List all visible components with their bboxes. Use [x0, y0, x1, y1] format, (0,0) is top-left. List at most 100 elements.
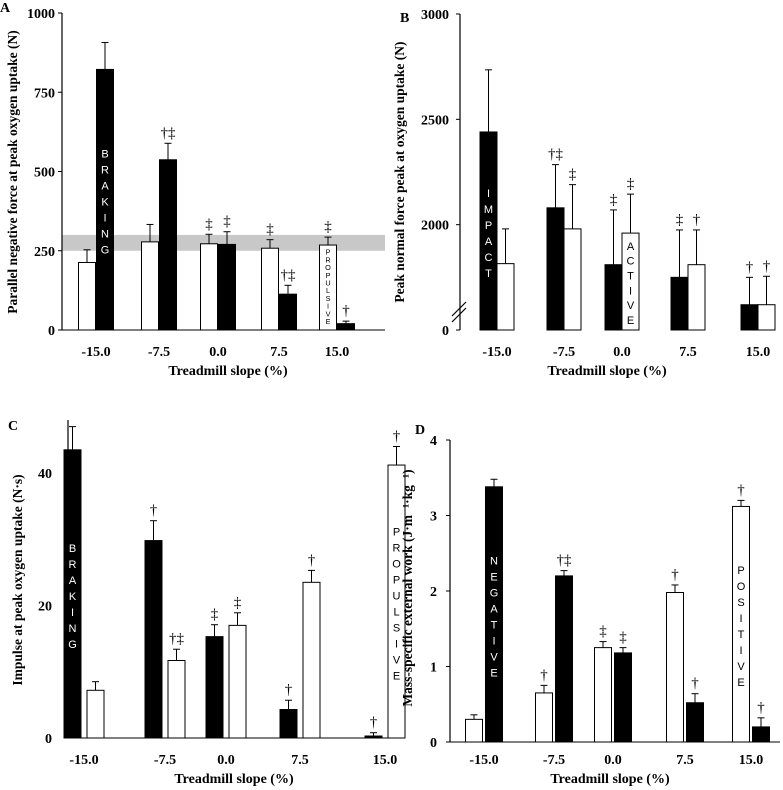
phase-letter: B	[101, 149, 108, 161]
significance-mark: †	[691, 676, 699, 692]
phase-letter: A	[627, 241, 635, 253]
phase-letter: P	[485, 220, 492, 232]
x-tick-label: -15.0	[69, 753, 98, 768]
phase-letter: L	[326, 286, 330, 295]
y-tick-label: 750	[34, 86, 55, 101]
bar-black	[159, 159, 177, 331]
phase-letter: C	[485, 252, 493, 264]
axis-break-mark	[451, 301, 467, 317]
bar-white	[687, 264, 706, 331]
significance-mark: ‡	[205, 216, 213, 232]
significance-mark: ‡	[324, 219, 332, 235]
phase-letter: V	[737, 661, 745, 673]
bar-white	[86, 689, 105, 739]
phase-letter: V	[393, 655, 401, 667]
phase-letter: T	[491, 619, 498, 631]
significance-mark: †	[746, 259, 754, 275]
phase-letter: S	[393, 623, 400, 635]
significance-mark: †‡	[281, 267, 297, 283]
y-axis-label: Peak normal force peak at oxygen uptake …	[392, 41, 407, 302]
y-tick-label: 4	[430, 434, 437, 449]
phase-letter: I	[629, 285, 632, 297]
y-tick-label: 20	[38, 600, 52, 615]
y-tick-label: 0	[45, 732, 52, 747]
y-tick-label: 2500	[421, 113, 449, 128]
bar-white	[302, 581, 321, 739]
y-axis-label: Parallel negative force at peak oxygen u…	[5, 30, 20, 314]
bar-white	[666, 592, 684, 743]
phase-letter: E	[490, 667, 497, 679]
phase-letter: E	[393, 671, 400, 683]
phase-letter: O	[737, 581, 746, 593]
x-tick-label: -7.5	[543, 753, 565, 768]
panel-letter: D	[415, 423, 425, 438]
bar-black	[670, 276, 689, 331]
bar-black	[144, 540, 163, 739]
bar-white	[757, 304, 776, 331]
x-axis-label: Treadmill slope (%)	[547, 364, 667, 379]
y-tick-label: 500	[34, 166, 55, 181]
significance-mark: ‡	[599, 624, 607, 640]
phase-letter: E	[326, 317, 331, 326]
phase-letter: O	[325, 263, 331, 272]
phase-letter: O	[392, 559, 401, 571]
bar-black	[279, 293, 297, 331]
bar-white	[563, 228, 582, 331]
bar-white	[200, 243, 218, 331]
x-tick-label: -15.0	[81, 345, 110, 360]
phase-letter: A	[69, 575, 77, 587]
phase-letter: T	[485, 268, 492, 280]
phase-letter: R	[69, 559, 77, 571]
phase-letter: P	[737, 565, 744, 577]
bar-white	[594, 647, 612, 743]
phase-letter: E	[627, 315, 634, 327]
phase-letter: I	[327, 302, 329, 311]
phase-letter: V	[627, 300, 635, 312]
x-axis-label: Treadmill slope (%)	[550, 772, 670, 787]
x-tick-label: -15.0	[482, 345, 511, 360]
x-tick-label: 0.0	[604, 753, 622, 768]
bar-black	[752, 726, 770, 743]
significance-mark: †	[342, 303, 350, 319]
significance-mark: †	[393, 429, 401, 445]
significance-mark: †‡	[161, 125, 177, 141]
phase-letter: N	[69, 623, 77, 635]
phase-letter: I	[71, 607, 74, 619]
y-tick-label: 2000	[421, 219, 449, 234]
bar-white	[167, 659, 186, 739]
phase-letter: V	[326, 309, 331, 318]
phase-letter: P	[393, 527, 400, 539]
significance-mark: †	[757, 700, 765, 716]
y-tick-label: 3000	[421, 8, 449, 23]
significance-mark: ‡	[234, 595, 242, 611]
x-tick-label: 0.0	[217, 753, 235, 768]
x-tick-label: -15.0	[469, 753, 498, 768]
bar-black	[218, 243, 236, 331]
x-tick-label: 15.0	[373, 753, 398, 768]
y-tick-label: 250	[34, 245, 55, 260]
significance-mark: †	[540, 667, 548, 683]
phase-letter: G	[101, 245, 110, 257]
bar-black	[205, 636, 224, 739]
significance-mark: †	[150, 503, 158, 519]
phase-letter: U	[393, 591, 401, 603]
bar-white	[78, 261, 96, 331]
y-tick-label: 1	[430, 661, 437, 676]
y-tick-label: 0	[48, 324, 55, 339]
phase-letter: G	[68, 639, 77, 651]
x-tick-label: 7.5	[270, 345, 288, 360]
bar-white	[535, 692, 553, 743]
phase-letter: N	[101, 229, 109, 241]
panel-letter: A	[0, 1, 11, 16]
phase-letter: I	[492, 635, 495, 647]
significance-mark: †‡	[169, 631, 185, 647]
bar-white	[465, 718, 483, 743]
x-tick-label: 0.0	[209, 345, 227, 360]
phase-letter: A	[490, 603, 498, 615]
